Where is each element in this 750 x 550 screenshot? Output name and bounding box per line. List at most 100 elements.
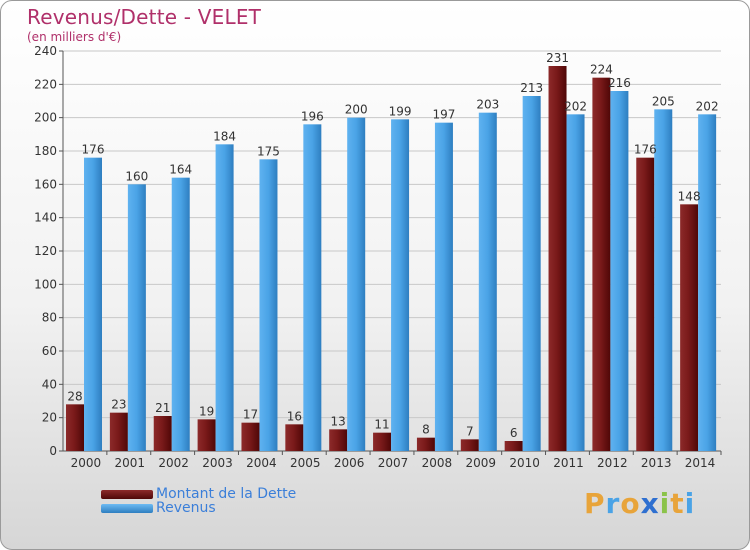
x-tick-label-2006: 2006	[334, 456, 365, 470]
bar-dette-2002	[153, 416, 172, 451]
bar-dette-2005	[285, 424, 304, 451]
data-label-dette-2000: 28	[67, 389, 82, 403]
data-label-dette-2003: 19	[199, 404, 214, 418]
data-label-revenus-2014: 202	[696, 99, 719, 113]
data-label-dette-2004: 17	[243, 408, 258, 422]
data-label-revenus-2003: 184	[213, 129, 236, 143]
data-label-dette-2011: 231	[546, 51, 569, 65]
legend-label-debt: Montant de la Dette	[156, 486, 297, 502]
x-tick-label-2007: 2007	[378, 456, 409, 470]
x-tick-label-2003: 2003	[202, 456, 233, 470]
data-label-dette-2013: 176	[634, 143, 657, 157]
y-tick-label: 200	[34, 111, 57, 125]
data-label-dette-2012: 224	[590, 63, 613, 77]
y-tick-label: 160	[34, 177, 57, 191]
data-label-revenus-2004: 175	[257, 144, 280, 158]
data-label-revenus-2007: 199	[389, 104, 412, 118]
proxiti-logo: Proxiti	[584, 487, 695, 520]
y-tick-label: 140	[34, 211, 57, 225]
bar-dette-2010	[504, 441, 523, 451]
bar-dette-2013	[636, 157, 655, 451]
bar-dette-2008	[416, 437, 435, 451]
bar-revenus-2005	[303, 124, 322, 451]
x-tick-label-2009: 2009	[465, 456, 496, 470]
logo-letter: r	[605, 487, 621, 520]
x-tick-label-2008: 2008	[422, 456, 453, 470]
legend-label-revenus: Revenus	[156, 500, 216, 516]
data-label-dette-2009: 7	[466, 424, 474, 438]
chart-title: Revenus/Dette - VELET	[27, 5, 262, 29]
bar-revenus-2010	[522, 96, 541, 451]
data-label-revenus-2008: 197	[432, 108, 455, 122]
x-tick-label-2004: 2004	[246, 456, 277, 470]
x-tick-label-2000: 2000	[71, 456, 102, 470]
data-label-dette-2007: 11	[374, 418, 389, 432]
x-tick-label-2010: 2010	[509, 456, 540, 470]
chart-subtitle: (en milliers d'€)	[27, 30, 122, 44]
bar-dette-2000	[66, 404, 84, 451]
bar-dette-2007	[373, 432, 392, 451]
y-tick-label: 220	[34, 77, 57, 91]
data-label-revenus-2013: 205	[652, 94, 675, 108]
y-tick-label: 20	[42, 411, 57, 425]
logo-letter: P	[584, 487, 606, 520]
bar-revenus-2000	[84, 157, 102, 451]
data-label-dette-2006: 13	[331, 414, 346, 428]
bar-revenus-2007	[391, 119, 410, 451]
logo-letter: t	[670, 487, 685, 520]
bar-revenus-2004	[259, 159, 278, 452]
bar-revenus-2012	[610, 91, 629, 451]
logo-letter: o	[620, 487, 641, 520]
bar-revenus-2009	[478, 112, 497, 452]
data-label-dette-2008: 8	[422, 423, 430, 437]
bar-dette-2003	[197, 419, 216, 451]
y-tick-label: 240	[34, 44, 57, 58]
data-label-dette-2001: 23	[111, 398, 126, 412]
bar-dette-2009	[460, 439, 479, 451]
y-tick-label: 40	[42, 377, 57, 391]
bar-dette-2014	[680, 204, 699, 451]
y-tick-label: 60	[42, 344, 57, 358]
bar-dette-2011	[548, 66, 567, 451]
logo-letter: x	[640, 487, 660, 520]
logo-letter: i	[684, 487, 696, 520]
bar-dette-2012	[592, 77, 611, 452]
y-tick-label: 0	[49, 444, 57, 458]
y-tick-label: 100	[34, 277, 57, 291]
bar-revenus-2013	[654, 109, 673, 451]
x-tick-label-2011: 2011	[553, 456, 584, 470]
data-label-revenus-2002: 164	[169, 163, 192, 177]
y-tick-label: 180	[34, 144, 57, 158]
data-label-dette-2002: 21	[155, 401, 170, 415]
legend-swatch-revenus	[101, 504, 153, 513]
data-label-revenus-2011: 202	[564, 99, 587, 113]
bar-revenus-2003	[215, 144, 234, 452]
x-tick-label-2002: 2002	[158, 456, 189, 470]
bar-dette-2001	[109, 412, 128, 451]
data-label-revenus-2010: 213	[520, 81, 543, 95]
data-label-revenus-2006: 200	[345, 103, 368, 117]
data-label-dette-2014: 148	[678, 189, 701, 203]
bar-revenus-2014	[698, 114, 717, 451]
bar-revenus-2011	[566, 114, 585, 451]
data-label-revenus-2012: 216	[608, 76, 631, 90]
bar-dette-2004	[241, 422, 260, 451]
logo-letter: i	[659, 487, 671, 520]
data-label-revenus-2005: 196	[301, 109, 324, 123]
bar-revenus-2008	[434, 122, 453, 452]
x-tick-label-2013: 2013	[641, 456, 672, 470]
data-label-revenus-2009: 203	[476, 98, 499, 112]
x-tick-label-2005: 2005	[290, 456, 321, 470]
y-tick-label: 80	[42, 311, 57, 325]
x-tick-label-2012: 2012	[597, 456, 628, 470]
bar-revenus-2006	[347, 117, 366, 452]
y-tick-label: 120	[34, 244, 57, 258]
x-tick-label-2014: 2014	[685, 456, 716, 470]
data-label-revenus-2001: 160	[125, 169, 148, 183]
bar-revenus-2002	[171, 177, 190, 451]
data-label-dette-2010: 6	[510, 426, 518, 440]
data-label-dette-2005: 16	[287, 409, 302, 423]
data-label-revenus-2000: 176	[82, 143, 105, 157]
